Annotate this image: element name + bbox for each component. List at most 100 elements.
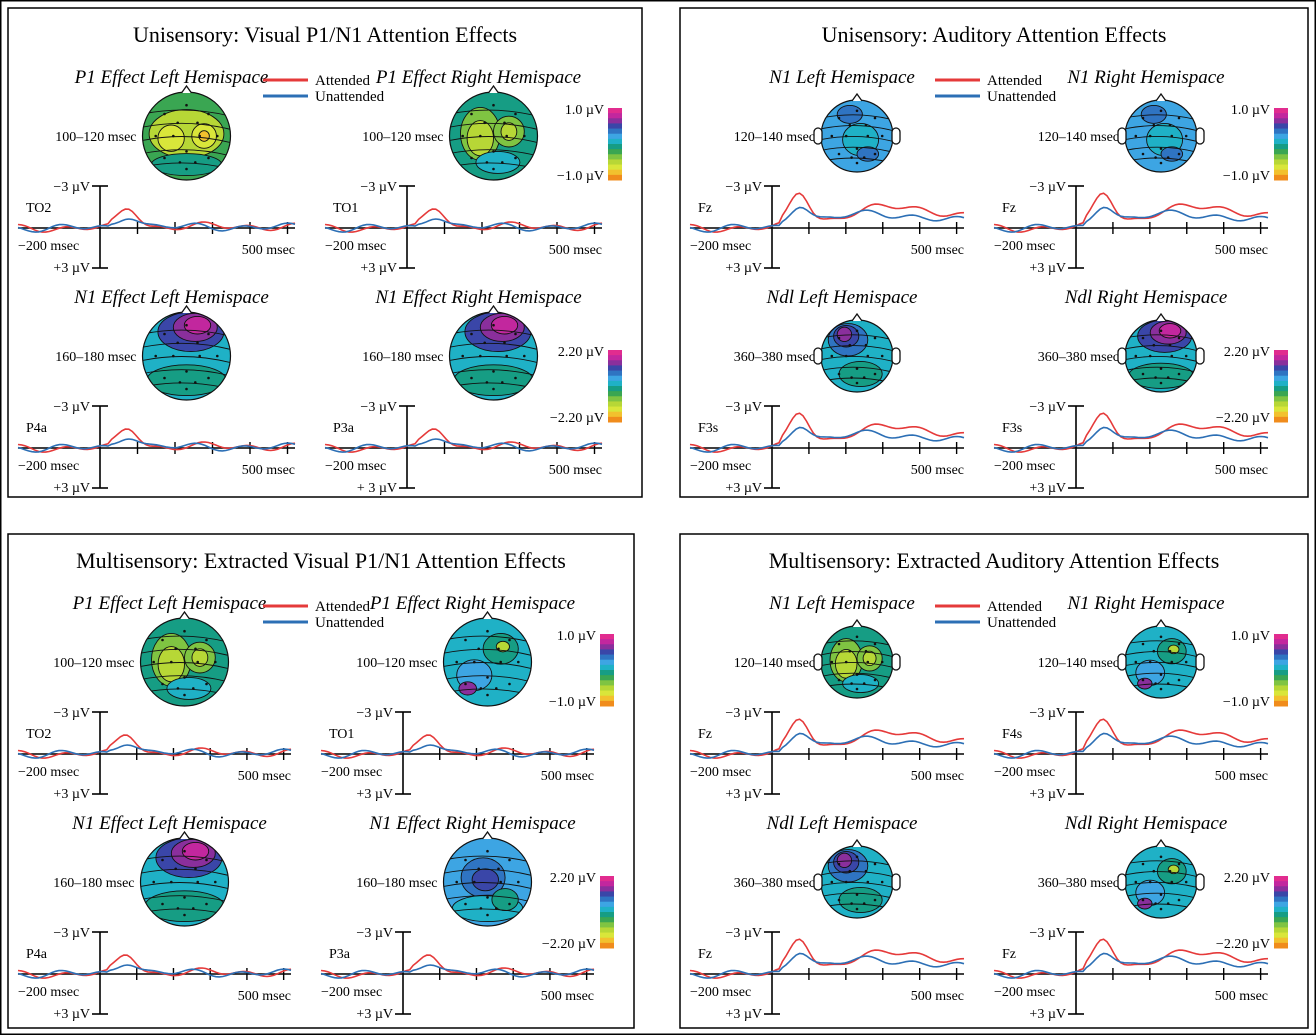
scale-max-label: 2.20 µV (1224, 345, 1270, 360)
scale-swatch (1274, 654, 1288, 661)
panel-frame (7, 7, 643, 498)
scale-swatch (1274, 375, 1288, 382)
voltage-bottom-label: + 3 µV (357, 481, 397, 496)
scale-swatch (600, 664, 614, 671)
scale-swatch (600, 690, 614, 697)
scale-swatch (600, 901, 614, 908)
scale-swatch (608, 123, 622, 130)
ear-icon (1195, 653, 1205, 671)
erp-plot: −3 µV +3 µV TO1 −200 msec 500 msec (320, 706, 595, 802)
panel-frame (679, 533, 1309, 1029)
time-end-label: 500 msec (1215, 989, 1268, 1004)
time-start-label: −200 msec (690, 459, 751, 474)
scalp-map (448, 304, 539, 401)
scale-swatch (608, 169, 622, 176)
unattended-waveform (993, 952, 1269, 979)
nose-icon (487, 304, 500, 314)
plot-subtitle: N1 Right Hemispace (1066, 593, 1224, 614)
time-window-label: 120–140 msec (734, 656, 815, 671)
scale-swatch (600, 917, 614, 923)
unattended-waveform (689, 952, 965, 979)
time-end-label: 500 msec (549, 243, 602, 258)
time-window-label: 160–180 msec (362, 350, 443, 365)
time-end-label: 500 msec (549, 463, 602, 478)
scale-swatch (600, 891, 614, 898)
panel-title: Multisensory: Extracted Auditory Attenti… (769, 548, 1220, 573)
nose-icon (487, 84, 500, 94)
panel-title: Unisensory: Auditory Attention Effects (822, 22, 1167, 47)
erp-plot: −3 µV +3 µV P3a −200 msec 500 msec (320, 926, 595, 1022)
plot-subtitle: Ndl Left Hemispace (766, 287, 918, 308)
time-start-label: −200 msec (325, 459, 386, 474)
scale-max-label: 1.0 µV (1231, 103, 1270, 118)
scale-swatch (1274, 644, 1288, 650)
erp-plot: −3 µV +3 µV TO2 −200 msec 500 msec (17, 706, 292, 802)
scale-swatch (600, 881, 614, 887)
legend-unattended-label: Unattended (987, 89, 1057, 105)
time-window-label: 100–120 msec (356, 656, 437, 671)
electrode-label: TO2 (26, 201, 51, 216)
scalp-map (442, 830, 533, 927)
scalp-map (442, 610, 533, 707)
scale-swatch (600, 942, 614, 949)
scale-swatch (608, 406, 622, 413)
scale-min-label: −2.20 µV (550, 411, 604, 426)
time-start-label: −200 msec (18, 239, 79, 254)
erp-plot: −3 µV +3 µV Fz −200 msec 500 msec (993, 180, 1269, 276)
electrode-label: TO1 (329, 727, 354, 742)
scale-max-label: 2.20 µV (558, 345, 604, 360)
scale-swatch (608, 159, 622, 166)
erp-plot: −3 µV +3 µV TO2 −200 msec 500 msec (17, 180, 296, 276)
erp-plot: −3 µV +3 µV F3s −200 msec 500 msec (993, 400, 1269, 496)
erp-plot: −3 µV +3 µV Fz −200 msec 500 msec (689, 180, 965, 276)
electrode-label: TO1 (333, 201, 358, 216)
nose-icon (178, 610, 191, 620)
attended-waveform (993, 412, 1269, 453)
panel-frame (7, 533, 635, 1029)
scale-swatch (608, 365, 622, 372)
nose-icon (481, 830, 494, 840)
unattended-waveform (17, 218, 296, 233)
scale-swatch (600, 922, 614, 928)
time-end-label: 500 msec (1215, 463, 1268, 478)
electrode-label: P4a (26, 421, 48, 436)
scale-swatch (1274, 675, 1288, 681)
scale-min-label: −1.0 µV (1223, 169, 1270, 184)
panel-multi-auditory: Multisensory: Extracted Auditory Attenti… (679, 533, 1309, 1029)
attended-waveform (993, 192, 1269, 233)
scale-max-label: 2.20 µV (1224, 871, 1270, 886)
scale-swatch (600, 932, 614, 939)
attended-waveform (689, 192, 965, 233)
electrode-label: F3s (1002, 421, 1022, 436)
scale-swatch (608, 164, 622, 171)
ear-icon (813, 873, 823, 891)
time-start-label: −200 msec (994, 765, 1055, 780)
time-start-label: −200 msec (321, 765, 382, 780)
scalp-map (813, 92, 901, 173)
scale-swatch (1274, 164, 1288, 171)
time-start-label: −200 msec (18, 459, 79, 474)
erp-plot: −3 µV +3 µV F4s −200 msec 500 msec (993, 706, 1269, 802)
time-end-label: 500 msec (911, 243, 964, 258)
ear-icon (1195, 873, 1205, 891)
color-scale: 2.20 µV −2.20 µV (550, 345, 622, 426)
plot-subtitle: N1 Left Hemispace (768, 593, 915, 614)
plot-subtitle: N1 Effect Left Hemispace (71, 813, 267, 834)
voltage-top-label: −3 µV (725, 706, 762, 721)
scale-swatch (1274, 365, 1288, 372)
voltage-top-label: −3 µV (360, 180, 397, 195)
scale-swatch (1274, 680, 1288, 686)
time-end-label: 500 msec (238, 769, 291, 784)
scale-swatch (1274, 690, 1288, 697)
scale-max-label: 1.0 µV (557, 629, 596, 644)
scale-swatch (1274, 386, 1288, 392)
scale-swatch (1274, 912, 1288, 918)
time-end-label: 500 msec (911, 769, 964, 784)
time-end-label: 500 msec (911, 463, 964, 478)
scale-swatch (1274, 906, 1288, 913)
color-scale: 2.20 µV −2.20 µV (1216, 871, 1288, 952)
scale-swatch (1274, 634, 1288, 640)
voltage-bottom-label: +3 µV (725, 1007, 762, 1022)
time-start-label: −200 msec (18, 765, 79, 780)
